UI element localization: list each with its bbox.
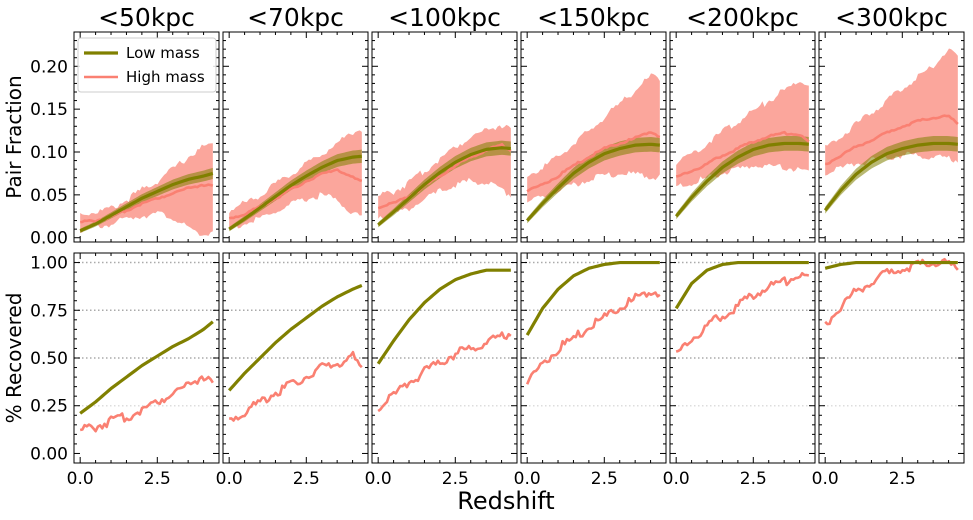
recovered-panel-4: 0.0 2.5 xyxy=(663,252,816,489)
recovered-panel-3: 0.0 2.5 xyxy=(514,252,667,489)
pair-fraction-panel-3: <150kpc xyxy=(520,3,667,243)
panel-title: <150kpc xyxy=(537,3,650,32)
recovered-panel-1: 0.0 2.5 xyxy=(216,252,369,489)
pair-fraction-panel-1: <70kpc xyxy=(222,3,369,243)
low-mass-line xyxy=(824,260,958,270)
x-tick-label: 2.5 xyxy=(442,469,469,489)
high-mass-line xyxy=(526,131,661,193)
low-mass-line xyxy=(674,260,809,310)
high-mass-line xyxy=(675,272,810,353)
x-tick-label: 2.5 xyxy=(889,469,916,489)
low-mass-line xyxy=(674,141,809,218)
x-tick-label: 0.0 xyxy=(216,469,243,489)
y-tick-label: 0.15 xyxy=(30,100,68,120)
y-tick-label: 0.50 xyxy=(30,349,68,369)
y-tick-label: 0.75 xyxy=(30,301,68,321)
panel-frame xyxy=(73,31,220,243)
pair-fraction-panel-2: <100kpc xyxy=(371,3,518,243)
x-tick-label: 0.0 xyxy=(514,469,541,489)
y-tick-label: 0.20 xyxy=(30,57,68,77)
low-mass-line xyxy=(79,320,214,415)
low-mass-line xyxy=(79,171,214,233)
recovered-panel-0: 0.00 0.25 0.50 0.75 1.00 0.0 2.5 xyxy=(30,252,220,489)
y-axis-label-top: Pair Fraction xyxy=(2,75,26,198)
low-mass-line xyxy=(525,142,660,222)
recovered-panel-5: 0.0 2.5 xyxy=(812,252,965,489)
legend: Low mass High mass xyxy=(77,37,217,93)
high-mass-line xyxy=(525,291,661,385)
panel-frame xyxy=(222,31,369,243)
high-mass-line xyxy=(377,331,512,413)
recovered-panel-2: 0.0 2.5 xyxy=(365,252,518,489)
panel-title: <100kpc xyxy=(388,3,501,32)
high-mass-line xyxy=(824,257,959,326)
low-mass-line xyxy=(525,260,660,336)
y-tick-label: 0.05 xyxy=(30,186,68,206)
x-tick-label: 2.5 xyxy=(144,469,171,489)
high-mass-line xyxy=(228,350,363,422)
panel-title: <70kpc xyxy=(247,3,344,32)
high-mass-band xyxy=(527,73,660,203)
low-mass-line xyxy=(228,154,362,231)
low-mass-line xyxy=(377,146,511,227)
y-tick-label: 0.10 xyxy=(30,143,68,163)
high-mass-line xyxy=(228,168,363,220)
legend-label-high-mass: High mass xyxy=(126,68,205,86)
panel-title: <300kpc xyxy=(835,3,948,32)
x-tick-label: 2.5 xyxy=(591,469,618,489)
y-tick-label: 0.00 xyxy=(30,444,68,464)
y-axis-label-bottom: % Recovered xyxy=(2,293,26,424)
pair-fraction-panel-0: 0.00 0.05 0.10 0.15 0.20 <50kpc xyxy=(30,3,220,249)
y-tick-label: 1.00 xyxy=(30,254,68,274)
x-tick-label: 0.0 xyxy=(663,469,690,489)
high-mass-line xyxy=(79,375,214,433)
x-axis-label: Redshift xyxy=(457,487,554,515)
x-tick-label: 2.5 xyxy=(740,469,767,489)
x-tick-label: 0.0 xyxy=(365,469,392,489)
panel-frame xyxy=(669,31,816,243)
pair-fraction-panel-4: <200kpc xyxy=(669,3,816,243)
panel-title: <200kpc xyxy=(686,3,799,32)
low-mass-line xyxy=(376,268,511,365)
panel-frame xyxy=(371,31,518,243)
panel-frame xyxy=(818,31,965,243)
x-tick-label: 2.5 xyxy=(293,469,320,489)
y-tick-label: 0.00 xyxy=(30,229,68,249)
panel-title: <50kpc xyxy=(98,3,195,32)
low-mass-line xyxy=(823,141,958,212)
y-tick-label: 0.25 xyxy=(30,397,68,417)
low-mass-line xyxy=(227,283,363,392)
x-tick-label: 0.0 xyxy=(812,469,839,489)
legend-label-low-mass: Low mass xyxy=(126,44,200,62)
panel-frame xyxy=(520,31,667,243)
x-tick-label: 0.0 xyxy=(67,469,94,489)
pair-fraction-panel-5: <300kpc xyxy=(818,3,965,243)
high-mass-line xyxy=(825,114,959,166)
high-mass-line xyxy=(675,130,810,178)
